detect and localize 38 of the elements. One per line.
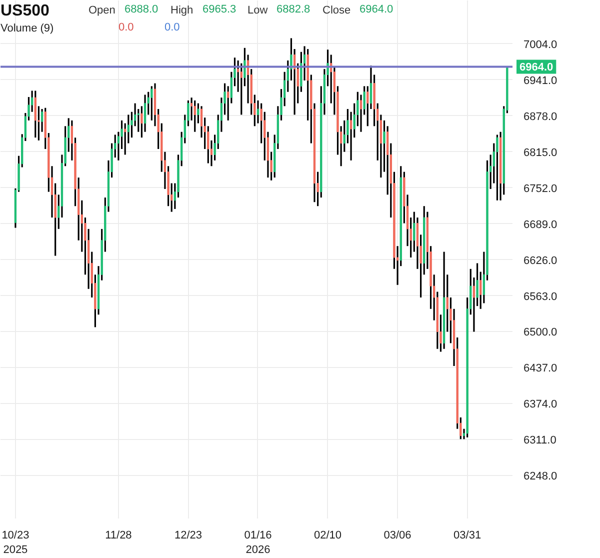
y-tick-label: 6563.0 (524, 290, 558, 303)
x-tick-label: 10/23 2025 (2, 530, 30, 556)
ref-line-label: 6964.0 (520, 62, 554, 74)
annotation: High (170, 4, 194, 16)
candlestick (383, 120, 386, 173)
x-tick-label: 02/10 (314, 530, 342, 542)
x-tick-label: 11/28 (105, 530, 132, 542)
y-tick-label: 6500.0 (524, 326, 558, 339)
y-tick-label: 6626.0 (524, 254, 558, 267)
y-tick-label: 6941.0 (524, 74, 558, 87)
annotation: 6882.8 (276, 4, 310, 16)
candlestick (194, 100, 196, 133)
x-tick-label: 01/16 2026 (244, 530, 272, 556)
annotation: Volume (9) (0, 22, 54, 34)
annotation: Low (248, 4, 268, 16)
y-tick-label: 6878.0 (524, 110, 558, 123)
y-tick-label: 6689.0 (524, 218, 558, 231)
annotation: 6965.3 (202, 4, 236, 16)
annotation: Open (88, 4, 116, 16)
candlestick (496, 134, 498, 202)
annotation: 6888.0 (124, 4, 158, 16)
annotation: 6964.0 (360, 4, 394, 16)
y-tick-label: 6437.0 (524, 362, 558, 375)
chart-title: US500 (0, 2, 50, 20)
x-tick-label: 12/23 (174, 530, 202, 542)
y-tick-label: 7004.0 (524, 38, 558, 51)
y-tick-label: 6374.0 (524, 398, 558, 411)
annotation: Close (322, 4, 351, 16)
candlestick (34, 90, 36, 138)
y-tick-label: 6815.0 (524, 146, 558, 159)
y-tick-label: 6248.0 (524, 470, 558, 483)
x-tick-label: 03/06 (384, 530, 412, 542)
annotation: 0.0 (164, 22, 180, 34)
y-tick-label: 6752.0 (524, 182, 558, 195)
x-tick-label: 03/31 (454, 530, 482, 542)
annotation: 0.0 (118, 22, 134, 34)
candlestick (240, 62, 242, 116)
y-tick-label: 6311.0 (524, 434, 556, 447)
